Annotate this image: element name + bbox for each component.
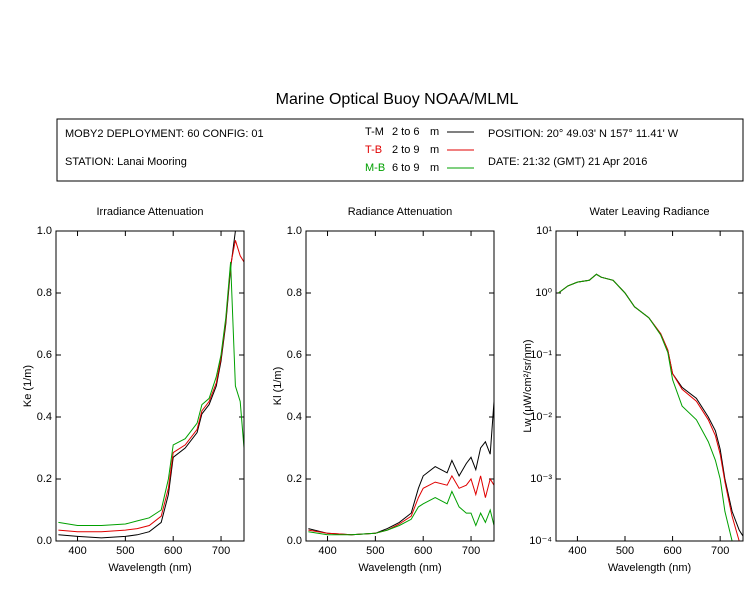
date: DATE: 21:32 (GMT) 21 Apr 2016 — [488, 156, 647, 168]
x-tick-label: 700 — [462, 545, 480, 557]
y-tick-label: 10⁰ — [535, 287, 552, 299]
y-tick-label: 10⁻⁴ — [529, 535, 552, 547]
chart-title: Water Leaving Radiance — [589, 206, 709, 218]
legend-unit: m — [430, 126, 439, 138]
y-tick-label: 0.6 — [287, 349, 302, 361]
y-tick-label: 10¹ — [536, 225, 552, 237]
y-tick-label: 10⁻² — [530, 411, 552, 423]
x-tick-label: 400 — [568, 545, 586, 557]
y-tick-label: 0.0 — [37, 535, 52, 547]
legend-unit: m — [430, 162, 439, 174]
legend-range: 2 to 6 — [392, 126, 420, 138]
y-tick-label: 0.4 — [37, 411, 52, 423]
y-tick-label: 0.6 — [37, 349, 52, 361]
y-axis-title: Ke (1/m) — [22, 365, 34, 407]
y-tick-label: 1.0 — [37, 225, 52, 237]
x-tick-label: 500 — [366, 545, 384, 557]
chart-title: Radiance Attenuation — [348, 206, 453, 218]
legend-name: T-B — [365, 144, 382, 156]
legend-unit: m — [430, 144, 439, 156]
y-tick-label: 0.8 — [37, 287, 52, 299]
info-box — [56, 118, 744, 182]
series-line — [558, 273, 733, 541]
x-tick-label: 700 — [212, 545, 230, 557]
series-line — [308, 490, 494, 536]
y-tick-label: 1.0 — [287, 225, 302, 237]
series-line — [308, 474, 494, 536]
legend-name: M-B — [365, 162, 385, 174]
series-line — [58, 261, 244, 526]
y-tick-label: 0.4 — [287, 411, 302, 423]
x-tick-label: 600 — [414, 545, 432, 557]
x-axis-title: Wavelength (nm) — [108, 562, 191, 574]
x-axis-title: Wavelength (nm) — [608, 562, 691, 574]
y-tick-label: 0.2 — [37, 473, 52, 485]
page-title: Marine Optical Buoy NOAA/MLML — [276, 91, 519, 108]
series-line — [558, 273, 743, 537]
x-tick-label: 400 — [68, 545, 86, 557]
plot-frame — [55, 230, 245, 542]
legend-range: 2 to 9 — [392, 144, 420, 156]
deployment: MOBY2 DEPLOYMENT: 60 CONFIG: 01 — [65, 128, 264, 140]
chart-title: Irradiance Attenuation — [96, 206, 203, 218]
x-tick-label: 500 — [116, 545, 134, 557]
x-tick-label: 500 — [616, 545, 634, 557]
x-tick-label: 600 — [164, 545, 182, 557]
x-tick-label: 400 — [318, 545, 336, 557]
plot-frame — [555, 230, 744, 542]
y-tick-label: 10⁻¹ — [530, 349, 552, 361]
x-tick-label: 600 — [663, 545, 681, 557]
x-axis-title: Wavelength (nm) — [358, 562, 441, 574]
station: STATION: Lanai Mooring — [65, 156, 187, 168]
y-tick-label: 0.8 — [287, 287, 302, 299]
y-tick-label: 0.0 — [287, 535, 302, 547]
y-tick-label: 0.2 — [287, 473, 302, 485]
legend-name: T-M — [365, 126, 384, 138]
x-tick-label: 700 — [711, 545, 729, 557]
y-axis-title: Kl (1/m) — [272, 367, 284, 406]
legend-range: 6 to 9 — [392, 162, 420, 174]
plot-frame — [305, 230, 495, 542]
series-line — [308, 401, 494, 536]
series-line — [558, 273, 740, 541]
y-tick-label: 10⁻³ — [530, 473, 552, 485]
position: POSITION: 20° 49.03' N 157° 11.41' W — [488, 128, 679, 140]
y-axis-title: Lw (μW/cm²/sr/nm) — [522, 339, 534, 432]
